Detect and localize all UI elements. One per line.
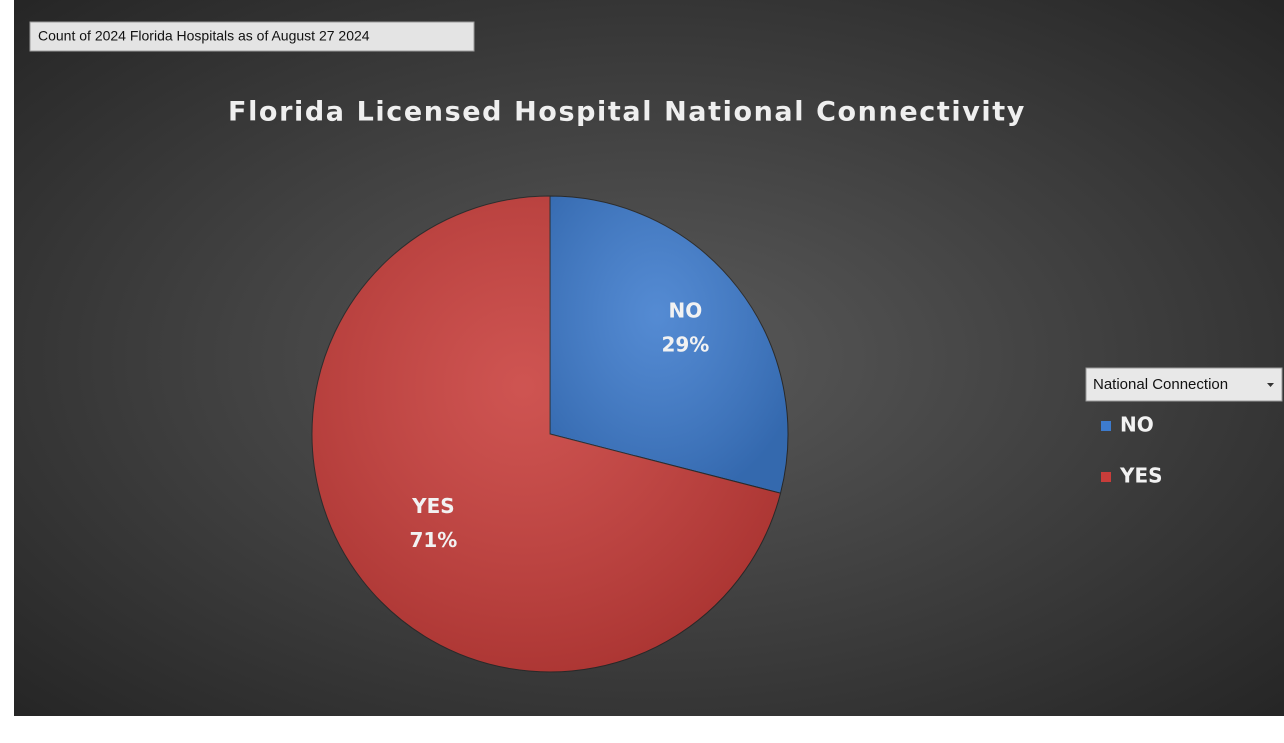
legend-label: YES [1119,464,1163,488]
pie: NO 29% YES 71% [311,195,789,673]
field-button-box[interactable] [29,21,475,52]
legend-title-box[interactable] [1085,367,1283,402]
legend-title[interactable]: National Connection [1093,376,1228,393]
legend-title-button[interactable]: National Connection [1085,367,1283,402]
legend-marker [1101,421,1111,431]
data-label-value: 71% [409,528,457,552]
legend: NO YES [1101,413,1163,488]
data-label-value: 29% [661,332,709,356]
field-button-label[interactable]: Count of 2024 Florida Hospitals as of Au… [38,28,370,44]
data-label-category: NO [669,298,703,322]
chart-title: Florida Licensed Hospital National Conne… [228,97,1026,128]
slice-shade [550,196,788,494]
dropdown-arrow[interactable] [1267,383,1274,387]
field-button[interactable]: Count of 2024 Florida Hospitals as of Au… [29,21,475,52]
slice-shade [312,196,781,672]
data-label-category: YES [411,494,455,518]
legend-label: NO [1120,413,1154,437]
legend-marker [1101,472,1111,482]
